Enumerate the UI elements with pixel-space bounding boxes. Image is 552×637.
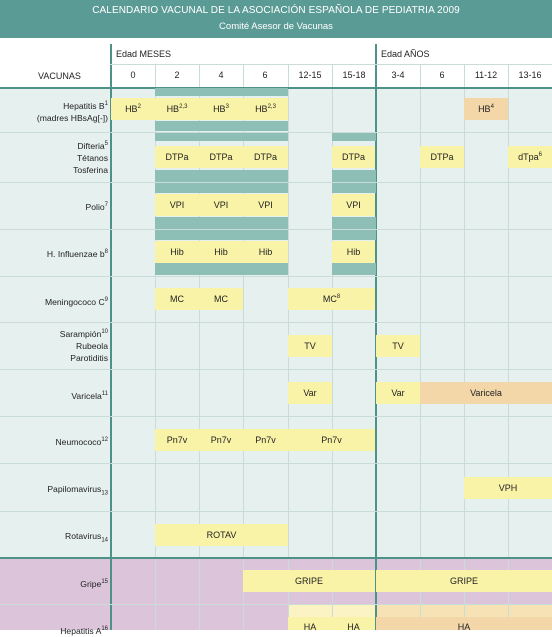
col-month-2: 2 — [174, 70, 180, 80]
grid-vline — [110, 44, 112, 630]
vaccine-label-rotavirus: Rotavirus14 — [65, 531, 108, 544]
schedule-strip — [155, 121, 288, 131]
dose-cell: HA — [332, 617, 375, 632]
dose-cell: DTPa — [243, 146, 288, 168]
schedule-strip — [155, 230, 288, 240]
dose-cell: HB2 — [111, 98, 155, 120]
grid-vline — [332, 64, 333, 630]
dose-cell: Hib — [332, 241, 375, 263]
dose-cell: TV — [376, 335, 420, 357]
grid-hline — [0, 322, 552, 323]
dose-cell: HA — [376, 617, 552, 632]
dose-cell: VPH — [464, 477, 552, 499]
dose-cell: Var — [376, 382, 420, 404]
vaccine-label-meningococo: Meningococo C9 — [44, 296, 108, 307]
dose-cell: Pn7v — [243, 429, 288, 451]
grid-hline — [0, 463, 552, 464]
grid-hline — [0, 132, 552, 133]
schedule-strip — [155, 217, 288, 229]
schedule-strip — [332, 230, 376, 240]
dose-cell: MC — [199, 288, 243, 310]
dose-cell: Pn7v — [288, 429, 375, 451]
dose-cell: MC8 — [288, 288, 375, 310]
vaccine-label-papilomavirus: Papilomavirus13 — [47, 484, 108, 497]
dose-cell: Pn7v — [155, 429, 199, 451]
schedule-strip — [155, 263, 288, 275]
schedule-strip — [332, 217, 376, 229]
col-month-4: 4 — [218, 70, 224, 80]
col-month-15-18: 15-18 — [342, 70, 366, 80]
col-year-13-16: 13-16 — [518, 70, 542, 80]
vaccine-label-srp: Sarampión10 Rubeola Parotiditis — [59, 328, 108, 363]
col-month-0: 0 — [130, 70, 136, 80]
dose-cell: DTPa — [199, 146, 243, 168]
col-month-6: 6 — [262, 70, 268, 80]
page-subtitle: Comité Asesor de Vacunas — [219, 21, 333, 32]
dose-cell: VPI — [332, 194, 375, 216]
dose-cell: VPI — [243, 194, 288, 216]
vaccine-label-hib: H. Influenzae b8 — [46, 248, 108, 259]
vaccine-label-polio: Polio7 — [85, 201, 108, 212]
dose-cell: HA — [288, 617, 332, 632]
grid-hline — [0, 182, 552, 183]
dose-cell: Hib — [155, 241, 199, 263]
schedule-strip — [332, 170, 376, 182]
dose-cell: DTPa — [332, 146, 375, 168]
dose-cell: Hib — [243, 241, 288, 263]
header-banner: CALENDARIO VACUNAL DE LA ASOCIACIÓN ESPA… — [0, 0, 552, 38]
dose-cell: HB2,3 — [155, 98, 199, 120]
dose-cell: Var — [288, 382, 332, 404]
grid-hline — [0, 229, 552, 230]
grid-hline — [0, 604, 552, 605]
dose-cell: HB2,3 — [243, 98, 288, 120]
grid-vline — [464, 64, 465, 630]
dose-cell: GRIPE — [376, 570, 552, 592]
edad-meses-label: Edad MESES — [116, 49, 172, 59]
schedule-strip — [155, 170, 288, 182]
vaccine-label-gripe: Gripe15 — [80, 578, 108, 589]
schedule-strip — [332, 263, 376, 275]
grid-vline — [508, 64, 509, 630]
vacunas-header: VACUNAS — [38, 71, 81, 81]
col-month-12-15: 12-15 — [298, 70, 322, 80]
vaccine-label-hepatitis-b: Hepatitis B1 (madres HBsAg[-]) — [36, 100, 108, 123]
dose-cell: TV — [288, 335, 332, 357]
dose-cell: MC — [155, 288, 199, 310]
dose-cell: Varicela — [420, 382, 552, 404]
col-year-11-12: 11-12 — [474, 70, 498, 80]
grid-vline — [155, 64, 156, 630]
dose-cell: HB3 — [199, 98, 243, 120]
schedule-strip — [155, 183, 288, 193]
vaccine-label-dtp: Difteria5 Tétanos Tosferina — [73, 140, 108, 175]
grid-hline — [0, 557, 552, 559]
dose-cell: DTPa — [155, 146, 199, 168]
grid-hline — [0, 369, 552, 370]
schedule-strip — [332, 183, 376, 193]
vaccine-label-varicela: Varicela11 — [71, 390, 108, 401]
dose-cell: HB4 — [464, 98, 508, 120]
edad-anos-label: Edad AÑOS — [381, 49, 430, 59]
grid-vline — [243, 64, 244, 630]
dose-cell: Pn7v — [199, 429, 243, 451]
page-title: CALENDARIO VACUNAL DE LA ASOCIACIÓN ESPA… — [92, 5, 460, 16]
schedule-strip — [155, 133, 288, 141]
schedule-strip — [155, 88, 288, 96]
col-year-6: 6 — [439, 70, 445, 80]
schedule-strip — [332, 133, 376, 141]
grid-hline — [0, 511, 552, 512]
grid-hline — [0, 276, 552, 277]
dose-cell: VPI — [199, 194, 243, 216]
grid-hline — [110, 64, 552, 65]
col-year-3-4: 3-4 — [391, 70, 405, 80]
dose-cell: VPI — [155, 194, 199, 216]
dose-cell: GRIPE — [243, 570, 375, 592]
grid-vline — [420, 64, 421, 630]
grid-hline — [0, 416, 552, 417]
grid-vline — [199, 64, 200, 630]
vaccine-label-neumococo: Neumococo12 — [55, 436, 108, 447]
dose-cell: DTPa — [420, 146, 464, 168]
dose-cell: ROTAV — [155, 524, 288, 546]
dose-cell: dTpa6 — [508, 146, 552, 168]
dose-cell: Hib — [199, 241, 243, 263]
